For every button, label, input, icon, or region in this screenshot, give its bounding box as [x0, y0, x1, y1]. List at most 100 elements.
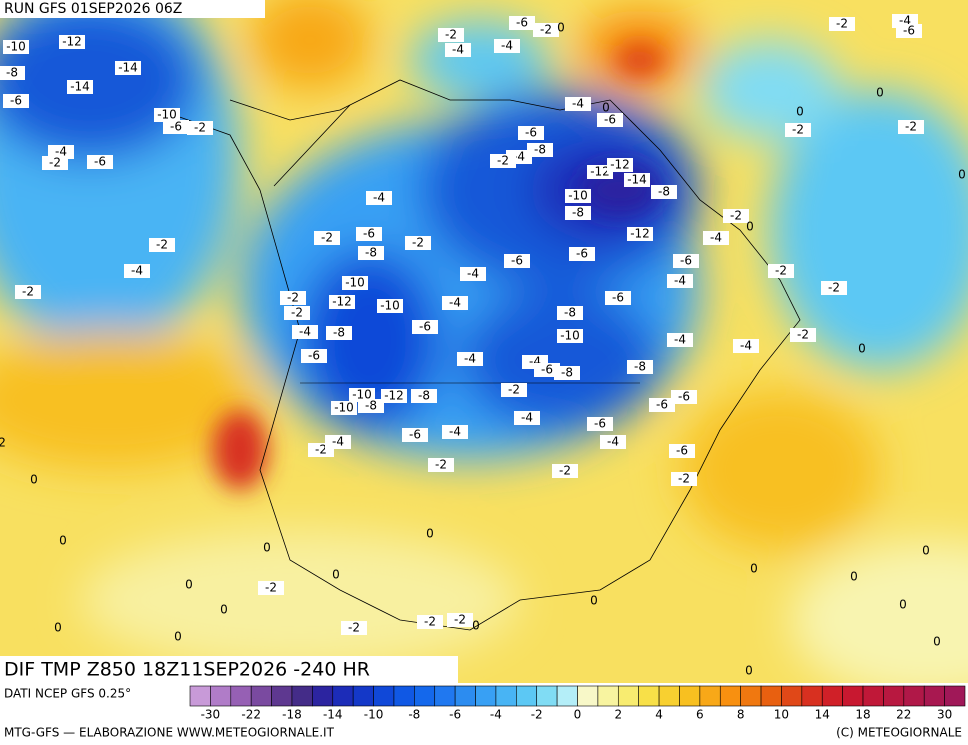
- contour-label-box: [447, 613, 473, 627]
- contour-label: 0: [185, 578, 193, 592]
- contour-label: -14: [70, 80, 90, 94]
- contour-label: -4: [521, 411, 533, 425]
- contour-label-box: [607, 158, 633, 172]
- contour-label: -2: [194, 121, 206, 135]
- contour-label: -2: [315, 443, 327, 457]
- contour-label: -8: [365, 399, 377, 413]
- contour-label: -6: [541, 363, 553, 377]
- contour-label: 0: [796, 105, 804, 119]
- contour-label: -10: [352, 388, 372, 402]
- colorbar-swatch: [312, 685, 334, 707]
- colorbar: -30 -22 -18 -14 -10 -8 -6 -4 -2 0 2 4 6 8 10 14 18 22 30: [189, 685, 966, 722]
- contour-label-box: [67, 80, 93, 94]
- contour-label-box: [325, 435, 351, 449]
- contour-label: -14: [627, 173, 647, 187]
- contour-label: -10: [345, 276, 365, 290]
- colorbar-tick-label: 22: [896, 708, 911, 722]
- contour-label-box: [669, 444, 695, 458]
- contour-label: -8: [561, 366, 573, 380]
- colorbar-tick-label: -30: [201, 708, 221, 722]
- contour-label: 0: [557, 21, 565, 35]
- contour-label: -10: [6, 40, 26, 54]
- contour-label: -12: [590, 165, 610, 179]
- colorbar-swatch: [516, 685, 538, 707]
- contour-label-box: [412, 320, 438, 334]
- contour-label-box: [381, 389, 407, 403]
- contour-label: -2: [265, 581, 277, 595]
- colorbar-tick-label: -18: [282, 708, 302, 722]
- contour-label: -4: [449, 296, 461, 310]
- colorbar-swatch: [250, 685, 272, 707]
- contour-label: -2: [156, 238, 168, 252]
- contour-label: 0: [220, 603, 228, 617]
- colorbar-swatch: [903, 685, 925, 707]
- contour-label-box: [821, 281, 847, 295]
- contour-label: -2: [905, 120, 917, 134]
- contour-label-box: [115, 61, 141, 75]
- contour-label: 0: [602, 101, 610, 115]
- colorbar-tick-label: 14: [815, 708, 830, 722]
- contour-label-box: [504, 254, 530, 268]
- colorbar-swatch: [373, 685, 395, 707]
- contour-label-box: [667, 274, 693, 288]
- contour-label-box: [509, 16, 535, 30]
- contour-label: -2: [424, 615, 436, 629]
- contour-label: -2: [836, 17, 848, 31]
- contour-label: -6: [511, 254, 523, 268]
- contour-label: -2: [775, 264, 787, 278]
- contour-label: -8: [634, 360, 646, 374]
- contour-label-box: [149, 238, 175, 252]
- contour-label-box: [87, 155, 113, 169]
- contour-label-box: [557, 306, 583, 320]
- contour-label-box: [314, 231, 340, 245]
- contour-label-box: [785, 123, 811, 137]
- colorbar-swatch: [740, 685, 762, 707]
- contour-label: -4: [299, 325, 311, 339]
- contour-label: -4: [513, 150, 525, 164]
- contour-label-box: [565, 206, 591, 220]
- colorbar-tick-label: 8: [737, 708, 745, 722]
- contour-label: -4: [607, 435, 619, 449]
- contour-label-box: [457, 352, 483, 366]
- contour-label: -2: [678, 472, 690, 486]
- contour-label: -12: [630, 227, 650, 241]
- contour-label: -4: [449, 425, 461, 439]
- contour-label: -6: [656, 398, 668, 412]
- contour-label: 0: [426, 527, 434, 541]
- colorbar-swatch: [699, 685, 721, 707]
- contour-label: 0: [850, 570, 858, 584]
- colorbar-tick-label: 0: [574, 708, 582, 722]
- colorbar-swatch: [760, 685, 782, 707]
- contour-label-box: [527, 143, 553, 157]
- colorbar-swatch: [495, 685, 517, 707]
- contour-label: -8: [333, 326, 345, 340]
- contour-label: -4: [131, 264, 143, 278]
- contour-label: -6: [594, 417, 606, 431]
- contour-label: -8: [418, 389, 430, 403]
- contour-label-box: [565, 189, 591, 203]
- contour-label: -4: [529, 355, 541, 369]
- contour-label: -10: [334, 401, 354, 415]
- colorbar-swatch: [719, 685, 741, 707]
- colorbar-swatch: [475, 685, 497, 707]
- contour-label: -2: [445, 28, 457, 42]
- contour-label-box: [624, 173, 650, 187]
- contour-label-box: [284, 306, 310, 320]
- colorbar-tick-label: 10: [774, 708, 789, 722]
- contour-label: -4: [899, 14, 911, 28]
- contour-label: -2: [792, 123, 804, 137]
- contour-label: -2: [828, 281, 840, 295]
- contour-label-box: [600, 435, 626, 449]
- contour-label: -10: [568, 189, 588, 203]
- coastline: [159, 79, 801, 631]
- contour-label-box: [15, 285, 41, 299]
- colorbar-swatch: [210, 685, 232, 707]
- contour-label-box: [651, 185, 677, 199]
- contour-label-box: [42, 156, 68, 170]
- colorbar-swatch: [781, 685, 803, 707]
- contour-label: 0: [332, 568, 340, 582]
- contour-label: 0: [746, 220, 754, 234]
- contour-label-box: [587, 165, 613, 179]
- colorbar-tick-label: -22: [241, 708, 261, 722]
- contour-label-box: [342, 276, 368, 290]
